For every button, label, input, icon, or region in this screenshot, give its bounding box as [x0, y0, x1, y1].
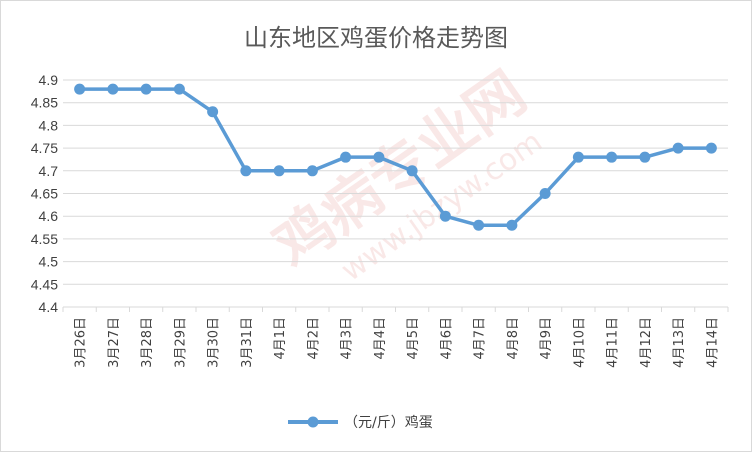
x-axis-ticks: 3月26日 3月27日 3月28日 3月29日 3月30日 3月31日 4月1日 4月2日 4月… [62, 307, 729, 368]
data-point [74, 83, 86, 95]
data-point [572, 151, 584, 163]
data-point [473, 219, 485, 231]
data-point [273, 165, 285, 177]
y-tick-label: 4.45 [31, 276, 58, 292]
y-tick-label: 4.5 [39, 254, 59, 270]
x-tick-label: 4月7日 [473, 317, 488, 360]
legend-label: （元/斤）鸡蛋 [344, 414, 433, 431]
data-point [406, 165, 418, 177]
x-tick-label: 4月9日 [539, 317, 554, 360]
x-tick-label: 4月12日 [639, 317, 654, 368]
chart-title: 山东地区鸡蛋价格走势图 [244, 24, 508, 52]
data-point [439, 210, 451, 222]
x-tick-label: 4月3日 [340, 317, 355, 360]
x-tick-label: 4月6日 [439, 317, 454, 360]
data-point [240, 165, 252, 177]
y-tick-label: 4.8 [39, 117, 59, 133]
y-tick-label: 4.6 [39, 208, 59, 224]
y-tick-label: 4.7 [39, 163, 59, 179]
x-tick-label: 4月1日 [273, 317, 288, 360]
y-tick-label: 4.75 [31, 140, 58, 156]
data-point [140, 83, 152, 95]
watermark: 鸡病专业网 www.jbzyw.com [261, 58, 548, 288]
data-point [173, 83, 185, 95]
data-point [672, 142, 684, 154]
x-tick-label: 4月5日 [406, 317, 421, 360]
x-tick-label: 3月30日 [207, 317, 222, 368]
data-point [705, 142, 717, 154]
y-tick-label: 4.55 [31, 231, 58, 247]
gridlines [63, 79, 728, 308]
x-tick-label: 3月28日 [140, 317, 155, 368]
data-point [207, 106, 219, 118]
x-tick-label: 3月31日 [240, 317, 255, 368]
x-tick-label: 3月27日 [107, 317, 122, 368]
data-point [606, 151, 618, 163]
data-point [306, 165, 318, 177]
data-point [506, 219, 518, 231]
series-line [77, 87, 714, 228]
x-tick-label: 4月10日 [572, 317, 587, 368]
data-point [373, 151, 385, 163]
x-tick-label: 4月2日 [306, 317, 321, 360]
x-tick-label: 4月14日 [705, 317, 720, 368]
y-tick-label: 4.4 [39, 299, 59, 315]
y-tick-label: 4.85 [31, 95, 58, 111]
data-point [340, 151, 352, 163]
data-point [107, 83, 119, 95]
x-tick-label: 3月26日 [74, 317, 89, 368]
y-tick-label: 4.65 [31, 186, 58, 202]
legend-marker [307, 416, 319, 428]
x-tick-label: 3月29日 [173, 317, 188, 368]
x-tick-label: 4月4日 [373, 317, 388, 360]
legend: （元/斤）鸡蛋 [288, 414, 433, 431]
data-point [639, 151, 651, 163]
x-tick-label: 4月13日 [672, 317, 687, 368]
y-tick-label: 4.9 [39, 72, 59, 88]
data-point [539, 188, 551, 199]
y-axis-ticks: 4.4 4.45 4.5 4.55 4.6 4.65 4.7 4.75 4.8 4.85 4.9 [31, 72, 58, 315]
x-tick-label: 4月8日 [506, 317, 521, 360]
x-tick-label: 4月11日 [606, 317, 621, 368]
series [74, 83, 717, 231]
